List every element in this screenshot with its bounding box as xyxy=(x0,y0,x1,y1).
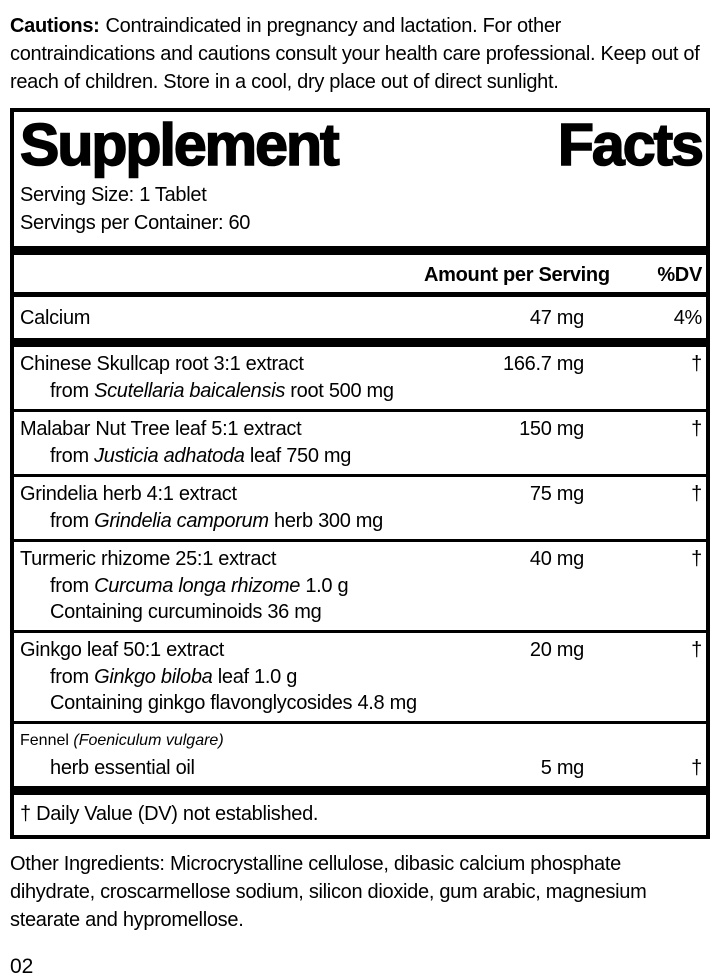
footnote: † Daily Value (DV) not established. xyxy=(20,803,319,825)
ingredient-subline: from Ginkgo biloba leaf 1.0 g xyxy=(20,664,702,690)
ingredient-row: Grindelia herb 4:1 extract 75 mg † from … xyxy=(14,474,706,539)
ingredient-name: Turmeric rhizome 25:1 extract xyxy=(20,548,277,570)
subline-species: Justicia adhatoda xyxy=(94,445,245,467)
serving-size: Serving Size: 1 Tablet xyxy=(20,184,207,206)
subline-text: from xyxy=(50,445,95,467)
subline-text: herb 300 mg xyxy=(268,510,383,532)
ingredient-amount: 40 mg xyxy=(529,548,584,570)
ingredient-row: Chinese Skullcap root 3:1 extract 166.7 … xyxy=(14,347,706,409)
cautions-text: Contraindicated in pregnancy and lactati… xyxy=(10,15,700,93)
cautions-paragraph: Cautions: Contraindicated in pregnancy an… xyxy=(10,12,710,96)
ingredient-dv: † xyxy=(691,757,702,779)
ingredient-row: Turmeric rhizome 25:1 extract 40 mg † fr… xyxy=(14,539,706,630)
divider-bar xyxy=(14,338,706,347)
ingredient-subline: from Scutellaria baicalensis root 500 mg xyxy=(20,378,702,404)
ingredient-main-line: Turmeric rhizome 25:1 extract 40 mg † xyxy=(20,545,702,573)
ingredient-dv: † xyxy=(691,548,702,570)
ingredient-main-line: Chinese Skullcap root 3:1 extract 166.7 … xyxy=(20,350,702,378)
servings-per-container: Servings per Container: 60 xyxy=(20,212,251,234)
supplement-facts-panel: Supplement Facts Serving Size: 1 Tablet … xyxy=(10,108,710,839)
panel-title-word1: Supplement xyxy=(19,112,340,178)
page-number: 02 xyxy=(10,955,34,978)
ingredient-subname: herb essential oil xyxy=(50,757,195,779)
divider-bar xyxy=(14,246,706,255)
ingredient-name: Malabar Nut Tree leaf 5:1 extract xyxy=(20,418,302,440)
panel-title: Supplement Facts xyxy=(14,112,706,178)
column-header-dv: %DV xyxy=(657,264,702,286)
subline-text: from xyxy=(50,510,95,532)
ingredient-dv: † xyxy=(691,418,702,440)
ingredient-subline: Containing ginkgo flavonglycosides 4.8 m… xyxy=(50,692,417,714)
column-header-row: Amount per Serving %DV xyxy=(14,255,706,292)
subline-species: Ginkgo biloba xyxy=(94,666,213,688)
column-header-spacer xyxy=(20,263,424,287)
ingredient-name: Grindelia herb 4:1 extract xyxy=(20,483,237,505)
cautions-label: Cautions: xyxy=(10,15,100,37)
subline-text: 1.0 g xyxy=(300,575,349,597)
panel-title-word2: Facts xyxy=(557,112,705,178)
subline-text: from xyxy=(50,380,95,402)
ingredient-name: Ginkgo leaf 50:1 extract xyxy=(20,639,225,661)
ingredient-subline: Containing curcuminoids 36 mg xyxy=(50,601,322,623)
ingredient-subline: from Curcuma longa rhizome 1.0 g xyxy=(20,573,702,599)
ingredient-amount: 47 mg xyxy=(529,307,584,329)
ingredient-main-line: Grindelia herb 4:1 extract 75 mg † xyxy=(20,480,702,508)
ingredient-dv: 4% xyxy=(673,307,703,329)
divider-bar xyxy=(14,292,706,297)
ingredient-subline: from Grindelia camporum herb 300 mg xyxy=(20,508,702,534)
subline-species: Grindelia camporum xyxy=(94,510,269,532)
ingredient-main-line: Malabar Nut Tree leaf 5:1 extract 150 mg… xyxy=(20,415,702,443)
ingredient-main-line: Fennel (Foeniculum vulgare) xyxy=(20,727,702,755)
ingredient-name-species: (Foeniculum vulgare) xyxy=(73,732,224,749)
ingredient-dv: † xyxy=(691,483,702,505)
ingredient-row: Ginkgo leaf 50:1 extract 20 mg † from Gi… xyxy=(14,630,706,721)
subline-text: leaf 750 mg xyxy=(244,445,352,467)
subline-text: from xyxy=(50,666,95,688)
subline-text: root 500 mg xyxy=(285,380,394,402)
ingredient-dv: † xyxy=(691,353,702,375)
ingredient-row: Malabar Nut Tree leaf 5:1 extract 150 mg… xyxy=(14,409,706,474)
ingredient-amount: 166.7 mg xyxy=(503,353,584,375)
ingredient-amount: 150 mg xyxy=(519,418,584,440)
ingredient-row: Calcium 47 mg 4% xyxy=(14,297,706,338)
other-ingredients: Other Ingredients: Microcrystalline cell… xyxy=(10,853,647,931)
ingredient-name: Chinese Skullcap root 3:1 extract xyxy=(20,353,304,375)
ingredient-name: Fennel xyxy=(20,732,74,749)
subline-text: leaf 1.0 g xyxy=(212,666,298,688)
ingredient-name: Calcium xyxy=(20,307,91,329)
column-header-amount: Amount per Serving xyxy=(424,264,610,286)
subline-species: Curcuma longa rhizome xyxy=(94,575,301,597)
subline-text: from xyxy=(50,575,95,597)
divider-bar xyxy=(14,786,706,795)
subline-species: Scutellaria baicalensis xyxy=(94,380,286,402)
ingredient-amount: 5 mg xyxy=(540,757,585,779)
ingredient-amount: 75 mg xyxy=(529,483,584,505)
ingredient-subline: herb essential oil 5 mg † xyxy=(20,755,702,781)
ingredient-row: Fennel (Foeniculum vulgare) herb essenti… xyxy=(14,721,706,786)
ingredient-main-line: Ginkgo leaf 50:1 extract 20 mg † xyxy=(20,636,702,664)
ingredient-amount: 20 mg xyxy=(529,639,584,661)
ingredient-dv: † xyxy=(691,639,702,661)
ingredient-subline: from Justicia adhatoda leaf 750 mg xyxy=(20,443,702,469)
